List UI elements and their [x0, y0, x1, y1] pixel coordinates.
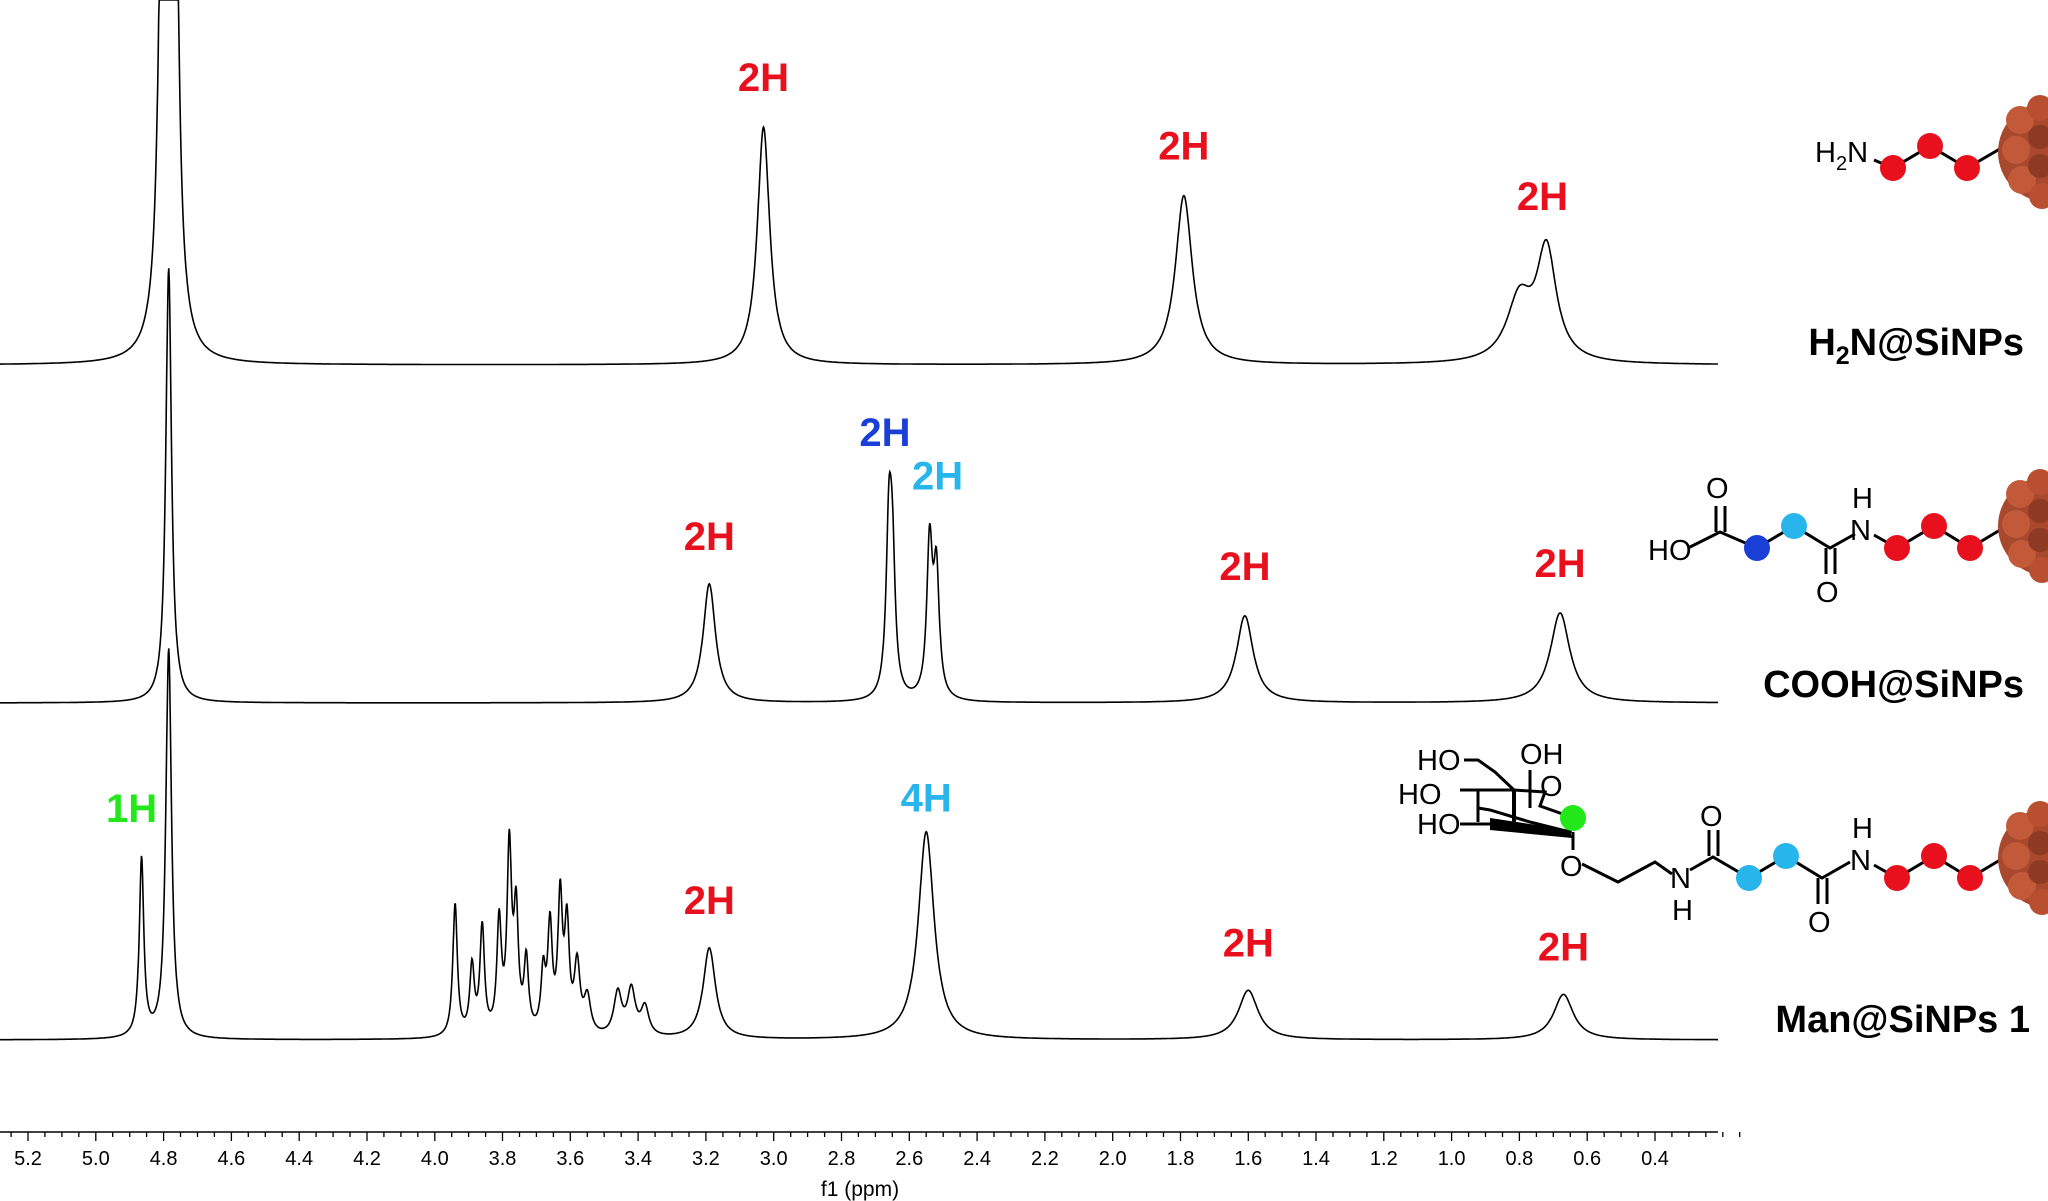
propyl-carbon-dot: [1884, 865, 1910, 891]
x-tick-label: 2.8: [828, 1148, 856, 1170]
spectrum-name-cooh: COOH@SiNPs: [1763, 664, 2024, 706]
x-tick-label: 4.6: [217, 1148, 245, 1170]
x-tick-label: 3.2: [692, 1148, 720, 1170]
mannose-wedge-bond: [1490, 818, 1572, 838]
man-o-top: O: [1700, 801, 1723, 833]
peak-label: 2H: [1223, 921, 1274, 965]
propyl-carbon-dot: [1884, 535, 1910, 561]
man-oh-top: OH: [1520, 739, 1564, 771]
x-tick-label: 0.6: [1573, 1148, 1601, 1170]
man-ho-top: HO: [1417, 745, 1461, 777]
x-tick-label: 1.4: [1302, 1148, 1330, 1170]
mannose-linker-bond: [1581, 860, 1673, 884]
x-tick-label: 3.4: [624, 1148, 652, 1170]
x-tick-label: 2.2: [1031, 1148, 1059, 1170]
x-tick-label: 4.8: [150, 1148, 178, 1170]
x-tick-label: 1.6: [1234, 1148, 1262, 1170]
x-ticks: 5.2 5.0 4.8 4.6 4.4 4.2 4.0 3.8 3.6 3.4 3.2 3.0 2.8 2…: [10, 1132, 1741, 1170]
man-nh2-n: N: [1850, 845, 1871, 877]
peak-label: 2H: [859, 411, 910, 455]
x-tick-label: 4.0: [421, 1148, 449, 1170]
x-tick-label: 1.2: [1370, 1148, 1398, 1170]
man-nh2-h: H: [1852, 813, 1873, 845]
x-tick-label: 5.2: [14, 1148, 42, 1170]
mannose-succinyl-bond: [1689, 854, 1851, 880]
spectrum-trace-2: [0, 648, 1718, 1041]
man-ho-low: HO: [1417, 809, 1461, 841]
peak-label: 2H: [684, 879, 735, 923]
peak-label: 2H: [1158, 125, 1209, 169]
peak-label: 2H: [1538, 925, 1589, 969]
x-tick-label: 0.8: [1505, 1148, 1533, 1170]
x-tick-label: 3.0: [760, 1148, 788, 1170]
mannose-ring-bond: [1464, 758, 1576, 834]
x-tick-label: 2.4: [963, 1148, 991, 1170]
peak-label: 2H: [912, 455, 963, 499]
x-tick-label: 1.8: [1167, 1148, 1195, 1170]
peak-label: 1H: [106, 787, 157, 831]
spectrum-name-man: Man@SiNPs 1: [1775, 999, 2030, 1041]
man-amide-h: H: [1672, 895, 1693, 927]
x-tick-label: 2.6: [895, 1148, 923, 1170]
structure-amine: H2N: [1815, 95, 2048, 209]
succinyl-light-dot: [1736, 865, 1762, 891]
man-o-bottom: O: [1808, 907, 1831, 939]
cooh-ho: HO: [1648, 535, 1692, 567]
propyl-carbon-dot: [1957, 535, 1983, 561]
propyl-carbon-dot: [1957, 865, 1983, 891]
peak-label: 2H: [1219, 545, 1270, 589]
x-tick-label: 0.4: [1641, 1148, 1669, 1170]
spectrum-name-h2n: H2N@SiNPs: [1808, 322, 2024, 370]
man-link-o: O: [1560, 851, 1583, 883]
spectrum-trace-1: [0, 268, 1718, 704]
nanoparticle-icon: [1998, 469, 2048, 583]
x-tick-label: 3.6: [556, 1148, 584, 1170]
man-ring-o: O: [1540, 771, 1563, 803]
peak-label: 2H: [684, 515, 735, 559]
propyl-carbon-dot: [1954, 155, 1980, 181]
cooh-nh-n: N: [1850, 515, 1871, 547]
propyl-carbon-dot: [1880, 155, 1906, 181]
amine-group-label: H2N: [1815, 137, 1868, 175]
nanoparticle-icon: [1998, 801, 2048, 915]
peak-label: 2H: [1517, 175, 1568, 219]
peak-label: 2H: [1535, 542, 1586, 586]
cooh-o-bottom: O: [1816, 577, 1839, 609]
propyl-carbon-dot: [1921, 513, 1947, 539]
cooh-chain-bond: [1687, 524, 1856, 550]
x-tick-label: 4.4: [285, 1148, 313, 1170]
x-tick-label: 2.0: [1099, 1148, 1127, 1170]
cooh-nh-h: H: [1852, 483, 1873, 515]
succinyl-light-dot: [1781, 513, 1807, 539]
spectrum-trace-0: [0, 0, 1718, 366]
peak-label: 4H: [901, 777, 952, 821]
x-tick-label: 5.0: [82, 1148, 110, 1170]
spectra-traces: [0, 0, 1718, 1041]
anomeric-carbon-dot: [1560, 805, 1586, 831]
nanoparticle-icon: [1998, 95, 2048, 209]
x-tick-label: 3.8: [489, 1148, 517, 1170]
structure-mannose: HO OH HO HO O O N H O O H N: [1398, 739, 2048, 939]
structure-cooh: O HO O H N: [1648, 469, 2048, 609]
x-tick-label: 1.0: [1438, 1148, 1466, 1170]
cooh-o-top: O: [1706, 473, 1729, 505]
x-axis-title: f1 (ppm): [821, 1178, 899, 1201]
x-axis: 5.2 5.0 4.8 4.6 4.4 4.2 4.0 3.8 3.6 3.4 3.2 3.0 2.8 2…: [0, 1131, 1741, 1201]
peak-label: 2H: [738, 56, 789, 100]
man-amide-n: N: [1670, 863, 1691, 895]
man-ho-mid: HO: [1398, 779, 1442, 811]
propyl-carbon-dot: [1917, 133, 1943, 159]
succinyl-dark-dot: [1744, 535, 1770, 561]
succinyl-light-dot: [1773, 843, 1799, 869]
x-tick-label: 4.2: [353, 1148, 381, 1170]
propyl-carbon-dot: [1921, 843, 1947, 869]
